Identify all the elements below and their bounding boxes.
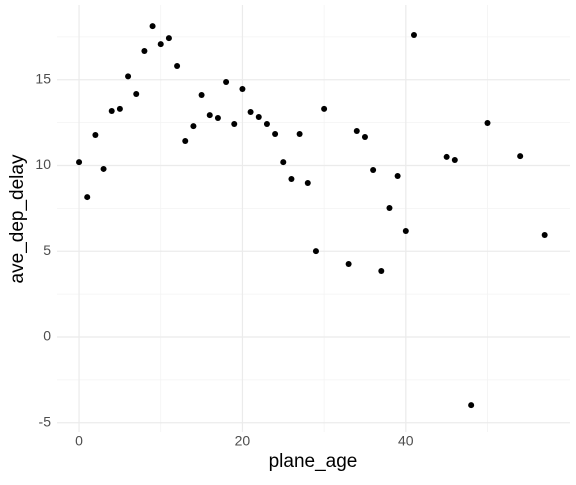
point bbox=[263, 121, 270, 128]
point bbox=[133, 91, 140, 98]
y-axis-title: ave_dep_delay bbox=[7, 154, 28, 283]
point bbox=[247, 109, 254, 116]
point bbox=[116, 105, 123, 112]
point bbox=[206, 112, 213, 119]
point bbox=[443, 153, 450, 160]
point bbox=[108, 107, 115, 114]
point bbox=[345, 260, 352, 267]
point bbox=[231, 121, 238, 128]
point bbox=[198, 92, 205, 99]
y-tick-label: -5 bbox=[39, 413, 52, 429]
x-axis-title: plane_age bbox=[269, 451, 358, 472]
point bbox=[321, 105, 328, 112]
point bbox=[312, 248, 319, 255]
x-tick-label: 40 bbox=[398, 433, 414, 449]
point bbox=[378, 267, 385, 274]
y-tick-label: 5 bbox=[43, 242, 51, 258]
point bbox=[386, 205, 393, 212]
point bbox=[255, 113, 262, 120]
point bbox=[410, 32, 417, 39]
point bbox=[100, 165, 107, 172]
point bbox=[296, 130, 303, 137]
point bbox=[484, 119, 491, 126]
y-tick-label: 15 bbox=[35, 70, 51, 86]
point bbox=[361, 134, 368, 141]
point bbox=[190, 123, 197, 130]
x-tick-label: 0 bbox=[75, 433, 83, 449]
point bbox=[280, 159, 287, 166]
point bbox=[149, 23, 156, 30]
y-tick-label: 10 bbox=[35, 156, 51, 172]
point bbox=[451, 157, 458, 164]
point bbox=[223, 78, 230, 85]
point bbox=[239, 86, 246, 93]
x-tick-label: 20 bbox=[235, 433, 251, 449]
point bbox=[157, 41, 164, 48]
point bbox=[370, 166, 377, 173]
point bbox=[272, 130, 279, 137]
point bbox=[353, 128, 360, 135]
point bbox=[182, 137, 189, 144]
point bbox=[394, 172, 401, 179]
point bbox=[141, 47, 148, 54]
point bbox=[84, 194, 91, 201]
point bbox=[76, 159, 83, 166]
point bbox=[125, 73, 132, 80]
point bbox=[165, 35, 172, 42]
point bbox=[288, 176, 295, 183]
point bbox=[304, 180, 311, 187]
point bbox=[468, 402, 475, 409]
point bbox=[541, 231, 548, 238]
point bbox=[214, 115, 221, 122]
point bbox=[517, 153, 524, 160]
point bbox=[92, 131, 99, 138]
point bbox=[402, 228, 409, 235]
point bbox=[174, 63, 181, 70]
y-tick-label: 0 bbox=[43, 328, 51, 344]
